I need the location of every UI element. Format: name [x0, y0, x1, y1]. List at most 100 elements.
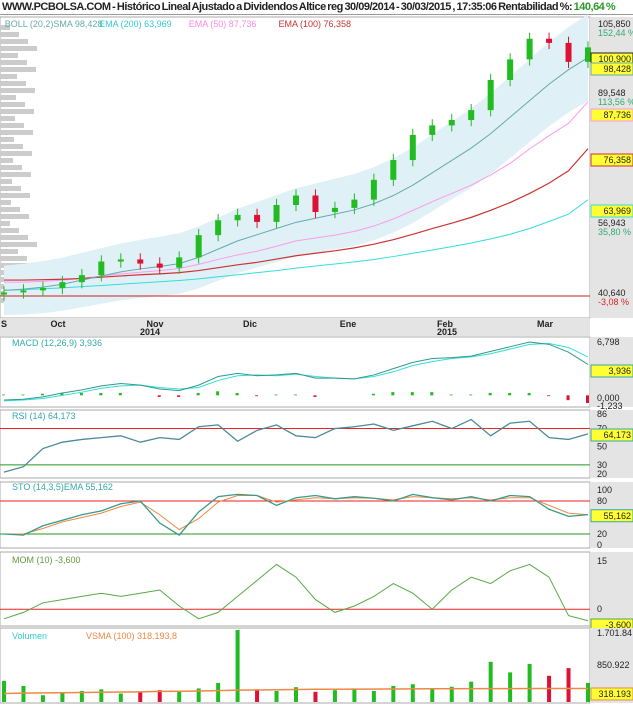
sto-current-box: [590, 509, 633, 523]
legend-1: EMA (200) 63,969: [99, 19, 172, 29]
volume-profile-bar: [0, 186, 21, 191]
macd-histogram-bar: [99, 392, 103, 396]
legend-2: EMA (50) 87,736: [189, 19, 257, 29]
macd-histogram-bar: [547, 395, 551, 397]
macd-histogram-bar: [449, 394, 453, 396]
month-label: Mar: [537, 319, 554, 329]
sto-axis-label: 80: [597, 496, 607, 506]
candle: [273, 204, 280, 222]
volume-bar: [352, 688, 357, 702]
macd-histogram-bar: [40, 393, 44, 396]
rsi-current-box: [590, 428, 633, 442]
rsi-title: RSI (14) 64,173: [12, 411, 76, 421]
volume-profile-bar: [0, 102, 25, 107]
macd-current: 3,936: [608, 366, 631, 376]
sto-title: STO (14,3,5)EMA 55,162: [12, 482, 113, 492]
volume-profile-bar: [0, 221, 10, 226]
volume-profile-bar: [0, 25, 10, 30]
price-label: 56,943: [598, 218, 626, 228]
macd-histogram-bar: [118, 392, 122, 396]
return-value: 140,64 %: [573, 1, 616, 13]
macd-histogram-bar: [391, 392, 395, 396]
month-label: Dic: [243, 319, 257, 329]
sto-panel: [0, 481, 591, 549]
macd-histogram-bar: [410, 392, 414, 396]
chart-header: WWW.PCBOLSA.COM - Histórico Lineal Ajust…: [0, 0, 633, 15]
highlight-label-4-box: [590, 204, 633, 218]
volume-profile-bar: [0, 200, 11, 205]
chart-title: WWW.PCBOLSA.COM - Histórico Lineal Ajust…: [2, 1, 573, 13]
macd-histogram-bar: [527, 392, 531, 396]
volume-bar: [488, 661, 493, 702]
volume-bar: [157, 690, 162, 702]
macd-signal-line: [3, 343, 589, 402]
macd-axis-label: 0,000: [597, 393, 620, 403]
legend-3: EMA (100) 76,358: [278, 19, 351, 29]
volume-profile-bar: [0, 60, 27, 65]
highlight-label-2: 87,736: [603, 110, 631, 120]
macd-axis-label: -1,233: [597, 401, 623, 411]
volume-profile-bar: [0, 235, 28, 240]
candle: [585, 47, 591, 62]
volume-profile-bar: [0, 228, 19, 233]
mom-current: -3,600: [605, 620, 631, 630]
volume-bar: [586, 682, 590, 702]
macd-histogram-bar: [508, 392, 512, 396]
highlight-label-2-box: [590, 108, 633, 122]
price-label: 105,850: [598, 19, 631, 29]
volume-bar: [371, 691, 376, 702]
candle: [312, 195, 319, 213]
volume-profile-bar: [0, 137, 14, 142]
volume-profile-bar: [0, 74, 17, 79]
macd-histogram-bar: [60, 392, 64, 396]
volume-profile-bar: [0, 179, 12, 184]
macd-histogram-bar: [79, 392, 83, 396]
volume-title: Volumen: [12, 631, 47, 641]
candle: [1, 292, 7, 295]
candle: [20, 290, 27, 293]
volume-bar: [177, 691, 182, 702]
volume-profile-bar: [0, 256, 27, 261]
macd-histogram-bar: [294, 394, 297, 396]
highlight-label-3-box: [590, 153, 633, 167]
volume-profile-bar: [0, 39, 28, 44]
volume-profile-bar: [0, 207, 20, 212]
candle: [39, 287, 46, 291]
volume-bar: [508, 672, 513, 702]
candle: [390, 160, 397, 180]
volume-bar: [60, 692, 65, 702]
volume-bar: [391, 685, 396, 702]
mom-axis-label: 0: [597, 604, 602, 614]
volume-profile-bar: [0, 242, 37, 247]
sto-axis-label: 20: [597, 529, 607, 539]
volume-bar: [255, 689, 260, 702]
candle: [546, 38, 553, 43]
volume-profile-bar: [0, 46, 37, 51]
volume-profile-bar: [0, 172, 31, 177]
candle: [137, 259, 144, 264]
candle: [117, 259, 124, 262]
highlight-label-4: 63,969: [603, 206, 631, 216]
date-axis: [0, 318, 590, 336]
volume-profile-bar: [0, 158, 13, 163]
macd-histogram-bar: [21, 394, 25, 396]
volume-profile-bar: [0, 123, 24, 128]
volume-bar: [294, 687, 298, 702]
rsi-panel: [0, 409, 591, 479]
volume-bar: [196, 688, 201, 702]
ema200-line: [3, 199, 589, 291]
pct-label: 35,80 %: [598, 227, 631, 237]
volume-profile-bar: [0, 53, 18, 58]
candle: [254, 214, 261, 222]
macd-histogram-bar: [196, 392, 200, 396]
rsi-axis-label: 50: [597, 442, 607, 452]
macd-histogram-bar: [430, 392, 434, 396]
volume-bar: [79, 691, 84, 702]
pct-label: -3,08 %: [598, 297, 629, 307]
candle: [176, 257, 183, 268]
candle: [448, 120, 455, 126]
price-label: 89,548: [598, 88, 626, 98]
volume-profile-bar: [0, 193, 30, 198]
macd-line: [3, 341, 589, 401]
bollinger-band: [4, 14, 588, 316]
